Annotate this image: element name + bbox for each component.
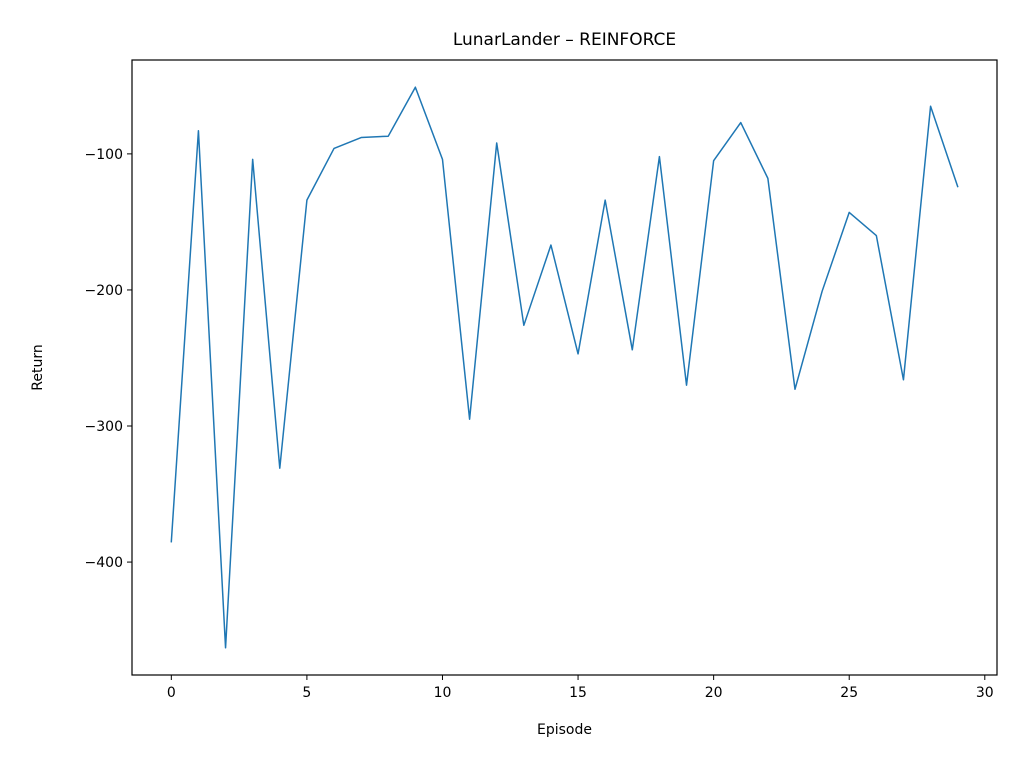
x-tick-label: 5 [302, 685, 311, 701]
x-axis-label: Episode [537, 722, 592, 738]
y-tick-label: −100 [85, 147, 123, 163]
x-tick-label: 15 [569, 685, 587, 701]
x-axis: 0 5 10 15 20 25 30 [167, 675, 994, 701]
plot-area [170, 86, 959, 649]
x-tick-label: 10 [434, 685, 452, 701]
chart-title: LunarLander – REINFORCE [453, 30, 676, 50]
series-line [170, 86, 959, 649]
y-axis-label: Return [30, 344, 46, 390]
y-tick-label: −200 [85, 283, 123, 299]
x-tick-label: 30 [976, 685, 994, 701]
x-tick-label: 25 [840, 685, 858, 701]
y-axis: −400 −300 −200 −100 [85, 147, 132, 571]
y-tick-label: −400 [85, 555, 123, 571]
x-tick-label: 20 [705, 685, 723, 701]
y-tick-label: −300 [85, 419, 123, 435]
axes-frame [131, 59, 998, 676]
x-tick-label: 0 [167, 685, 176, 701]
